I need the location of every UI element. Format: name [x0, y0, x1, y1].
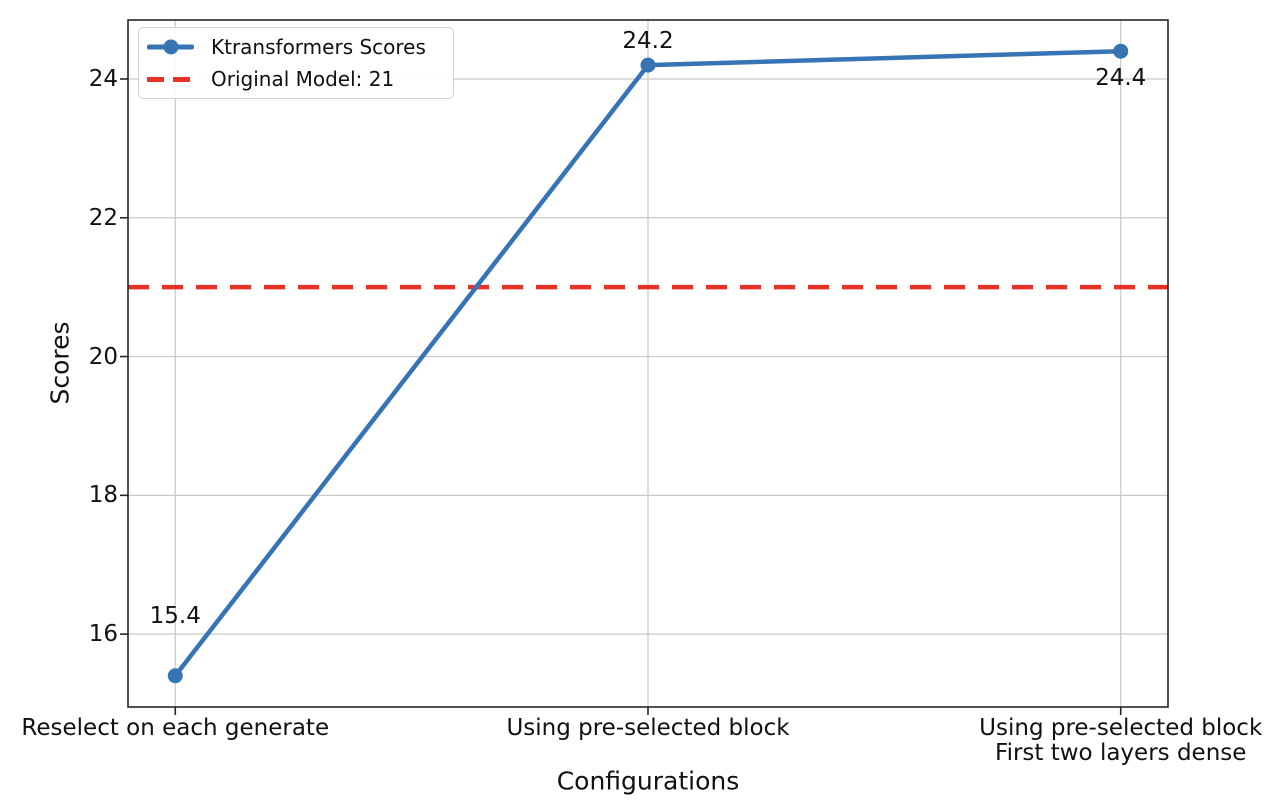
legend-label-series: Ktransformers Scores [211, 34, 426, 59]
data-point-label: 24.4 [1095, 65, 1147, 92]
dashed-line-sample-icon [147, 71, 194, 88]
legend-label-reference: Original Model: 21 [211, 67, 395, 92]
y-tick-label: 20 [88, 343, 118, 370]
y-tick-label: 24 [88, 65, 118, 92]
data-point-label: 15.4 [149, 602, 201, 629]
x-tick-label: Reselect on each generate [21, 715, 330, 741]
data-point-marker [1113, 43, 1129, 59]
y-tick-label: 16 [88, 621, 118, 648]
line-marker-sample-icon [147, 38, 194, 55]
x-axis-title: Configurations [556, 766, 740, 796]
legend: Ktransformers Scores Original Model: 21 [138, 27, 454, 99]
data-point-marker [167, 668, 183, 684]
data-point-marker [640, 57, 656, 73]
legend-item-ktransformers-scores: Ktransformers Scores [147, 34, 443, 60]
y-tick-label: 22 [88, 204, 118, 231]
legend-item-original-model: Original Model: 21 [147, 67, 443, 93]
x-tick-label: Using pre-selected block First two layers… [979, 715, 1263, 766]
data-point-label: 24.2 [622, 28, 674, 55]
y-tick-label: 18 [88, 482, 118, 509]
x-tick-label: Using pre-selected block [506, 715, 790, 741]
